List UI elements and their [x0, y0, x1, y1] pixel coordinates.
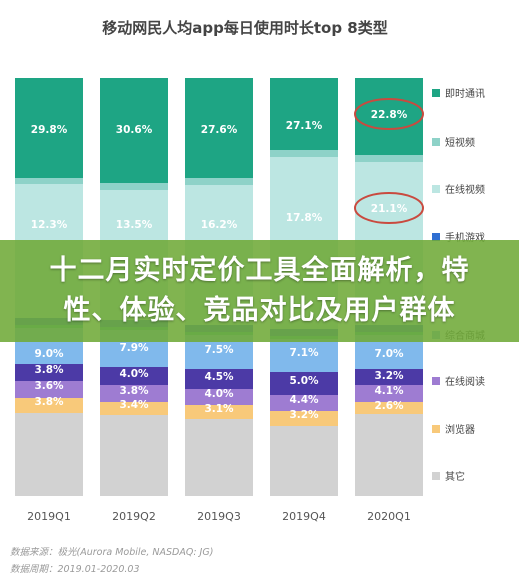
legend-swatch	[432, 425, 440, 433]
bar-segment	[185, 369, 253, 389]
bar-segment	[15, 364, 83, 381]
legend-label: 在线阅读	[445, 375, 485, 388]
bar-segment	[270, 78, 338, 150]
data-label: 3.8%	[34, 364, 64, 376]
bar-segment	[355, 78, 423, 155]
bar-segment	[355, 155, 423, 162]
data-label: 7.9%	[119, 342, 149, 354]
data-label: 4.0%	[204, 388, 234, 400]
banner-line-1: 十二月实时定价工具全面解析，特	[49, 255, 470, 286]
bar-segment	[185, 405, 253, 419]
legend-swatch	[432, 377, 440, 385]
bar-segment	[100, 415, 168, 496]
data-label: 30.6%	[116, 124, 153, 136]
legend-swatch	[432, 138, 440, 146]
legend-label: 短视频	[445, 136, 475, 149]
data-label: 2.6%	[374, 400, 404, 412]
data-label: 27.6%	[201, 124, 238, 136]
highlight-circle	[354, 192, 424, 224]
bar-segment	[15, 413, 83, 496]
data-label: 13.5%	[116, 219, 153, 231]
banner-line-2: 性、体验、竞品对比及用户群体	[63, 295, 456, 326]
legend-label: 其它	[445, 470, 465, 483]
data-label: 4.4%	[289, 394, 319, 406]
bar-segment	[270, 339, 338, 372]
bar-segment	[100, 78, 168, 183]
bar-segment	[270, 372, 338, 395]
x-tick-label: 2019Q1	[27, 510, 71, 523]
bar-segment	[100, 367, 168, 385]
period-note: 数据周期：2019.01-2020.03	[10, 564, 140, 575]
data-label: 9.0%	[34, 348, 64, 360]
data-label: 29.8%	[31, 124, 68, 136]
bar-segment	[100, 385, 168, 402]
bar-segment	[185, 178, 253, 185]
data-label: 21.1%	[371, 203, 408, 215]
bar-segment	[15, 78, 83, 178]
bar-segment	[355, 385, 423, 402]
legend-swatch	[432, 472, 440, 480]
bar-segment	[185, 389, 253, 405]
bar-segment	[100, 402, 168, 415]
data-label: 3.8%	[119, 385, 149, 397]
highlight-circle	[354, 98, 424, 130]
data-label: 17.8%	[286, 212, 323, 224]
bar-segment	[355, 402, 423, 414]
bar-segment	[100, 183, 168, 190]
data-label: 12.3%	[31, 219, 68, 231]
bar-segment	[355, 414, 423, 496]
legend-swatch	[432, 233, 440, 241]
legend-label: 浏览器	[445, 423, 475, 436]
legend-label: 在线视频	[445, 183, 485, 196]
data-label: 7.1%	[289, 347, 319, 359]
x-tick-label: 2020Q1	[367, 510, 411, 523]
data-label: 16.2%	[201, 219, 238, 231]
bar-segment	[185, 419, 253, 496]
bar-segment	[270, 150, 338, 157]
bar-segment	[185, 78, 253, 178]
bar-segment	[270, 411, 338, 426]
overlay-banner: 十二月实时定价工具全面解析，特 性、体验、竞品对比及用户群体	[0, 240, 519, 342]
data-label: 7.0%	[374, 348, 404, 360]
bar-segment	[15, 381, 83, 398]
data-label: 3.2%	[289, 409, 319, 421]
data-label: 3.4%	[119, 399, 149, 411]
x-tick-label: 2019Q3	[197, 510, 241, 523]
bar-segment	[270, 395, 338, 411]
data-label: 3.6%	[34, 380, 64, 392]
bar-segment	[270, 426, 338, 496]
data-label: 22.8%	[371, 109, 408, 121]
data-label: 27.1%	[286, 120, 323, 132]
x-tick-label: 2019Q2	[112, 510, 156, 523]
data-label: 7.5%	[204, 344, 234, 356]
x-tick-label: 2019Q4	[282, 510, 326, 523]
legend-swatch	[432, 185, 440, 193]
bar-segment	[355, 369, 423, 385]
data-label: 4.0%	[119, 368, 149, 380]
data-label: 3.8%	[34, 396, 64, 408]
data-label: 4.5%	[204, 371, 234, 383]
bar-segment	[15, 398, 83, 413]
legend-label: 即时通讯	[445, 88, 485, 100]
data-label: 5.0%	[289, 375, 319, 387]
source-note: 数据来源：极光(Aurora Mobile, NASDAQ: JG)	[10, 547, 214, 558]
legend-swatch	[432, 89, 440, 97]
chart-title: 移动网民人均app每日使用时长top 8类型	[102, 19, 387, 37]
data-label: 4.1%	[374, 385, 404, 397]
data-label: 3.1%	[204, 403, 234, 415]
bar-segment	[15, 178, 83, 184]
data-label: 3.2%	[374, 370, 404, 382]
